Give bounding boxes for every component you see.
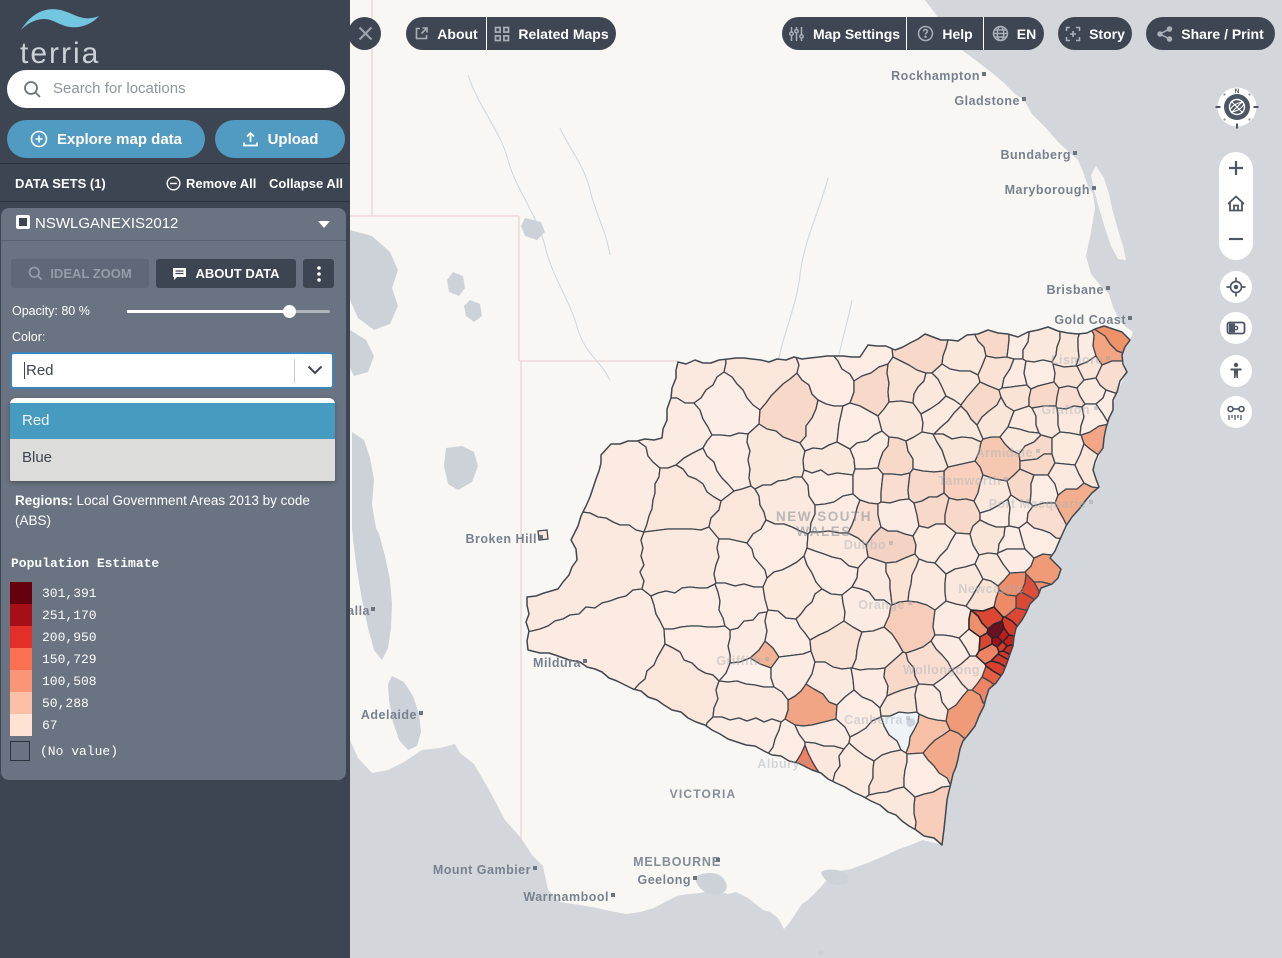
svg-text:WALES: WALES (796, 524, 852, 539)
svg-text:Broken Hill: Broken Hill (466, 532, 538, 546)
svg-text:Canberra: Canberra (844, 713, 903, 727)
svg-text:Lismore: Lismore (1051, 353, 1103, 367)
svg-text:VICTORIA: VICTORIA (670, 787, 737, 801)
svg-text:Brisbane: Brisbane (1047, 283, 1105, 297)
svg-text:Gladstone: Gladstone (954, 94, 1020, 108)
svg-text:Bundaberg: Bundaberg (1001, 148, 1071, 162)
svg-text:Newcastle: Newcastle (958, 582, 1024, 596)
svg-text:Armidale: Armidale (976, 446, 1034, 460)
svg-text:NEW SOUTH: NEW SOUTH (776, 509, 872, 524)
svg-text:N: N (1235, 88, 1240, 95)
svg-text:Dubbo: Dubbo (844, 538, 886, 552)
svg-text:Mildura: Mildura (533, 656, 581, 670)
svg-text:Wollongong: Wollongong (903, 663, 980, 677)
svg-text:Orange: Orange (858, 598, 905, 612)
svg-text:Albury: Albury (757, 757, 800, 771)
svg-text:Warrnambool: Warrnambool (523, 890, 609, 904)
svg-text:Tamworth: Tamworth (938, 474, 1001, 488)
svg-text:Port Macquarie: Port Macquarie (989, 497, 1086, 511)
svg-text:MELBOURNE: MELBOURNE (633, 855, 721, 869)
svg-text:Mount Gambier: Mount Gambier (433, 863, 531, 877)
svg-text:Grafton: Grafton (1041, 403, 1090, 417)
svg-text:Griffith: Griffith (716, 654, 762, 668)
svg-text:Geelong: Geelong (637, 873, 691, 887)
svg-text:Rockhampton: Rockhampton (891, 69, 980, 83)
svg-text:Maryborough: Maryborough (1005, 183, 1090, 197)
svg-text:Adelaide: Adelaide (361, 708, 417, 722)
svg-text:Gold Coast: Gold Coast (1054, 313, 1126, 327)
svg-text:alla: alla (350, 604, 371, 618)
